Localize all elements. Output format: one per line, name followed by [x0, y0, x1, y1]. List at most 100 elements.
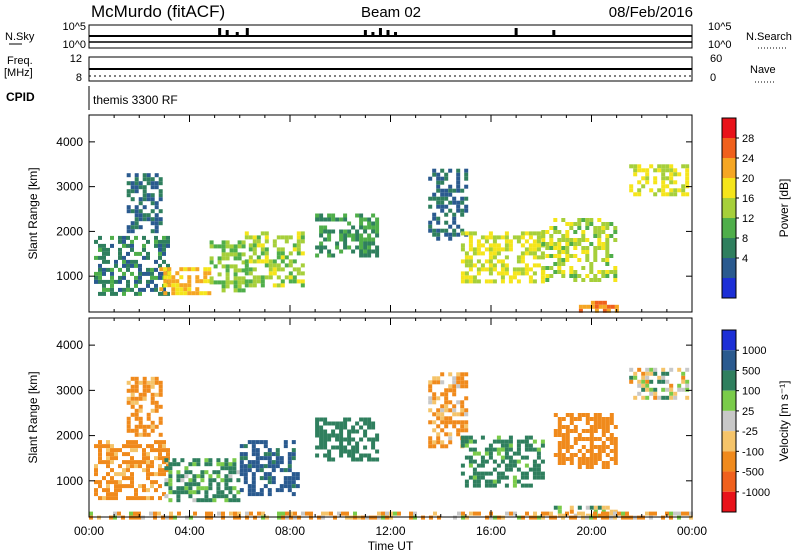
data-cell: [569, 266, 574, 270]
data-cell: [264, 259, 269, 264]
data-cell: [126, 243, 130, 248]
y-tick-label: 3000: [56, 383, 83, 397]
data-cell: [134, 225, 139, 230]
data-cell: [355, 449, 360, 454]
data-cell: [349, 515, 353, 520]
data-cell: [291, 452, 296, 457]
data-cell: [637, 164, 642, 169]
data-cell: [484, 239, 489, 244]
data-cell: [456, 420, 461, 425]
data-cell: [323, 421, 328, 426]
data-cell: [142, 484, 146, 489]
data-cell: [677, 188, 682, 193]
data-cell: [492, 467, 497, 472]
data-cell: [457, 511, 461, 516]
data-cell: [142, 384, 147, 389]
data-cell: [279, 456, 284, 461]
data-cell: [295, 484, 300, 489]
data-cell: [142, 376, 147, 381]
data-cell: [561, 262, 566, 266]
data-cell: [122, 239, 126, 244]
data-cell: [142, 448, 146, 453]
data-cell: [452, 188, 457, 193]
data-cell: [597, 505, 602, 510]
data-cell: [192, 462, 197, 467]
x-tick-label: 04:00: [174, 524, 204, 538]
data-cell: [331, 457, 336, 462]
data-cell: [601, 433, 606, 437]
data-cell: [260, 275, 265, 280]
data-cell: [456, 184, 461, 189]
data-cell: [126, 229, 131, 234]
data-cell: [166, 452, 170, 457]
data-cell: [259, 464, 264, 469]
data-cell: [561, 270, 566, 274]
data-cell: [154, 488, 158, 493]
data-cell: [464, 204, 469, 209]
data-cell: [649, 379, 654, 384]
data-cell: [162, 247, 166, 252]
data-cell: [661, 395, 666, 400]
colorbar-segment: [722, 278, 736, 298]
data-cell: [158, 392, 163, 397]
data-cell: [285, 511, 289, 516]
data-cell: [251, 440, 256, 445]
data-cell: [236, 470, 241, 475]
data-cell: [130, 376, 135, 381]
data-cell: [146, 416, 151, 421]
data-cell: [653, 192, 658, 197]
data-cell: [129, 515, 133, 520]
colorbar-segment: [722, 158, 736, 178]
data-cell: [168, 462, 173, 467]
data-cell: [122, 444, 126, 449]
data-cell: [347, 449, 352, 454]
data-cell: [126, 235, 130, 240]
data-cell: [484, 235, 489, 240]
data-cell: [138, 181, 143, 186]
data-cell: [130, 456, 134, 461]
data-cell: [158, 388, 163, 393]
data-cell: [248, 235, 253, 240]
data-cell: [649, 188, 654, 193]
data-cell: [641, 168, 646, 173]
data-cell: [500, 459, 505, 464]
data-cell: [146, 384, 151, 389]
data-cell: [645, 168, 650, 173]
data-cell: [601, 449, 606, 453]
data-cell: [252, 267, 257, 272]
data-cell: [524, 447, 529, 452]
colorbar-tick-label: 12: [742, 213, 754, 225]
plot-frame: [88, 114, 693, 313]
data-cell: [154, 283, 158, 288]
data-cell: [224, 486, 229, 491]
data-cell: [375, 437, 380, 442]
data-cell: [184, 482, 189, 487]
data-cell: [589, 218, 594, 222]
data-cell: [252, 283, 257, 288]
data-cell: [613, 453, 618, 457]
data-cell: [134, 380, 139, 385]
data-cell: [94, 468, 98, 473]
data-cell: [277, 511, 281, 516]
data-cell: [569, 222, 574, 226]
data-cell: [159, 267, 164, 272]
data-cell: [335, 433, 340, 438]
data-cell: [472, 279, 477, 284]
colorbar-tick-label: 8: [742, 233, 748, 245]
data-cell: [460, 408, 465, 413]
data-cell: [436, 424, 441, 429]
data-cell: [158, 217, 163, 222]
data-cell: [516, 443, 521, 448]
data-cell: [224, 466, 229, 471]
data-cell: [162, 287, 166, 292]
data-cell: [134, 416, 139, 421]
data-cell: [685, 395, 690, 400]
data-cell: [113, 511, 117, 516]
colorbar-segment: [722, 330, 736, 351]
data-cell: [142, 388, 147, 393]
data-cell: [569, 421, 574, 425]
data-cell: [605, 437, 610, 441]
data-cell: [236, 478, 241, 483]
data-cell: [122, 287, 126, 292]
data-cell: [581, 445, 586, 449]
